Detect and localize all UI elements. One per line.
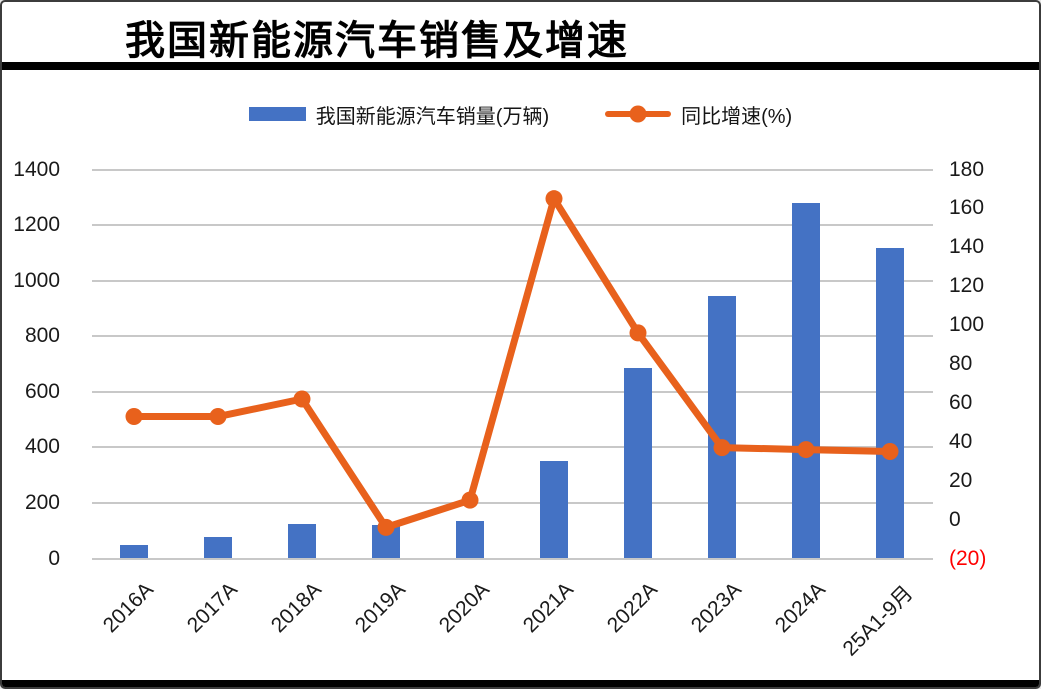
growth-point-2021A: [545, 190, 563, 208]
legend-item-sales: 我国新能源汽车销量(万辆): [248, 100, 550, 129]
gridline-1400: [92, 168, 933, 171]
gridline-0: [92, 557, 933, 560]
bar-2020A: [456, 520, 484, 559]
left-axis-tick-600: 600: [24, 379, 60, 403]
right-axis-tick-100: 100: [949, 313, 985, 337]
x-axis-label-2020A: 2020A: [435, 578, 495, 638]
right-axis-tick-80: 80: [949, 352, 973, 375]
bar-25A1-9月: [876, 247, 904, 559]
bar-2016A: [120, 544, 148, 559]
bar-2018A: [288, 524, 316, 559]
right-axis-tick-140: 140: [949, 235, 985, 259]
x-axis-label-2024A: 2024A: [771, 578, 831, 638]
legend-item-growth: 同比增速(%): [605, 100, 792, 129]
growth-point-2020A: [461, 491, 479, 509]
left-axis-tick-1000: 1000: [13, 268, 60, 292]
right-axis-tick-40: 40: [949, 429, 973, 453]
chart-title: 我国新能源汽车销售及增速: [125, 18, 629, 63]
growth-point-2016A: [125, 408, 143, 426]
x-axis-label-2018A: 2018A: [267, 578, 327, 638]
growth-line-path: [130, 195, 894, 531]
right-axis-tick-20: 20: [949, 468, 973, 492]
bar-2019A: [372, 524, 400, 559]
title-underline-rule: [2, 62, 1039, 70]
line-series-swatch-icon: [605, 105, 672, 123]
left-axis-tick-200: 200: [24, 490, 60, 514]
bottom-rule: [2, 680, 1039, 687]
growth-point-2017A: [209, 408, 227, 426]
left-axis-tick-1400: 1400: [13, 157, 60, 181]
left-axis-tick-0: 0: [48, 546, 60, 570]
left-axis-tick-1200: 1200: [13, 213, 60, 237]
right-axis-tick-(20): (20): [949, 546, 987, 570]
growth-point-2018A: [293, 390, 311, 408]
growth-point-2022A: [629, 324, 647, 342]
bar-series-swatch-icon: [248, 107, 306, 121]
x-axis-label-2019A: 2019A: [351, 578, 411, 638]
x-axis-label-2023A: 2023A: [687, 578, 747, 638]
right-axis-tick-180: 180: [949, 157, 985, 181]
bar-2017A: [204, 537, 232, 559]
x-axis-label-2017A: 2017A: [183, 578, 243, 638]
right-axis-tick-60: 60: [949, 390, 973, 414]
left-axis-tick-400: 400: [24, 435, 60, 459]
right-axis-tick-0: 0: [949, 507, 961, 531]
legend: 我国新能源汽车销量(万辆) 同比增速(%): [2, 99, 1039, 129]
bar-2024A: [792, 202, 820, 559]
right-axis-tick-160: 160: [949, 196, 985, 220]
x-axis-label-2016A: 2016A: [99, 578, 159, 638]
bar-2023A: [708, 296, 736, 559]
legend-label-growth: 同比增速(%): [681, 105, 793, 128]
x-axis-label-25A1-9月: 25A1-9月: [838, 581, 918, 661]
left-axis-tick-800: 800: [24, 324, 60, 348]
bar-2021A: [540, 460, 568, 559]
x-axis-label-2022A: 2022A: [603, 578, 663, 638]
right-axis-tick-120: 120: [949, 274, 985, 298]
x-axis-label-2021A: 2021A: [519, 578, 579, 638]
legend-label-sales: 我国新能源汽车销量(万辆): [315, 105, 550, 128]
bar-2022A: [624, 367, 652, 559]
